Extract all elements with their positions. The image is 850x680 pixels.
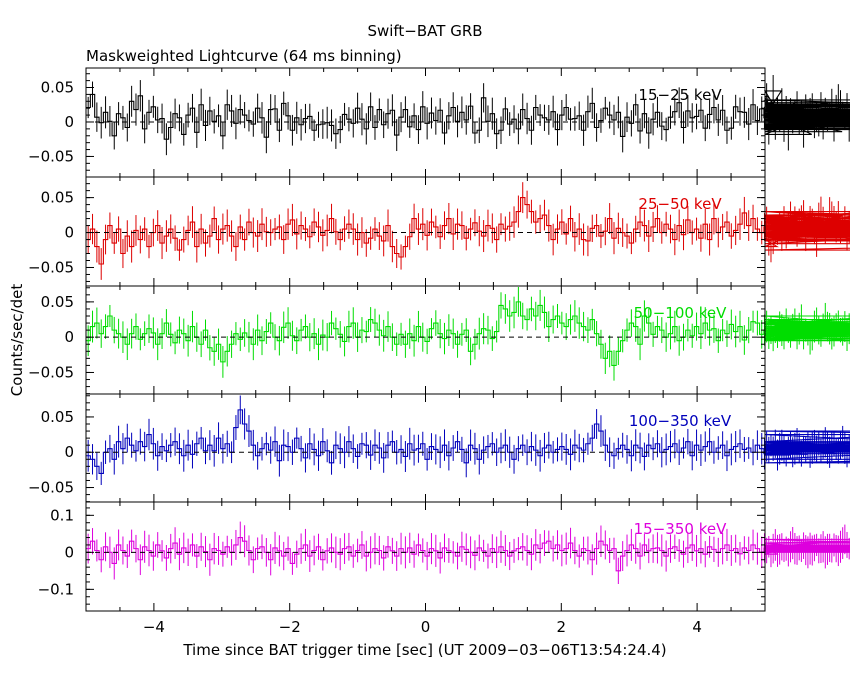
y-tick-label: −0.05 [28,258,74,276]
energy-band-label: 50−100 keV [634,304,727,322]
y-tick-label: −0.05 [28,147,74,165]
y-tick-label: 0 [64,543,74,561]
x-axis-label: Time since BAT trigger time [sec] (UT 20… [182,641,666,659]
x-tick-label: 2 [557,618,567,636]
y-tick-label: −0.05 [28,363,74,381]
x-tick-label: −2 [279,618,301,636]
y-tick-label: 0.1 [50,506,74,524]
x-tick-label: 0 [421,618,431,636]
panel-2: −0.05 0 0.05 25−50 keV [28,176,850,287]
x-axis: −4 −2 0 2 4 [143,618,702,636]
panel-1: −0.05 0 0.05 15−25 keV [28,67,850,178]
error-bars [87,286,850,381]
panel-5: −0.1 0 0.1 15−350 keV [38,501,850,612]
y-tick-label: 0 [64,328,74,346]
y-tick-label: −0.05 [28,479,74,497]
chart-subtitle: Maskweighted Lightcurve (64 ms binning) [86,47,402,65]
y-tick-label: 0 [64,224,74,242]
energy-band-label: 100−350 keV [629,412,732,430]
y-tick-label: 0 [64,113,74,131]
error-bars [87,395,850,485]
y-tick-label: −0.1 [38,580,74,598]
series-line [86,90,850,140]
x-tick-label: −4 [143,618,165,636]
energy-band-label: 25−50 keV [638,195,722,213]
panel-4: −0.05 0 0.05 100−350 keV [28,393,850,503]
series-line [86,536,850,572]
series-line [86,409,850,474]
x-tick-label: 4 [692,618,702,636]
y-tick-label: 0.05 [41,79,74,97]
energy-band-label: 15−350 keV [634,520,727,538]
y-tick-label: 0 [64,443,74,461]
energy-band-label: 15−25 keV [638,86,722,104]
panel-3: −0.05 0 0.05 50−100 keV [28,285,850,395]
y-tick-label: 0.05 [41,293,74,311]
series-line [86,197,850,265]
error-bars [87,182,850,280]
y-tick-label: 0.05 [41,189,74,207]
chart-title: Swift−BAT GRB [367,22,482,40]
error-bars [87,74,850,156]
y-tick-label: 0.05 [41,408,74,426]
y-axis-label: Counts/sec/det [8,284,26,397]
series-line [86,301,850,366]
